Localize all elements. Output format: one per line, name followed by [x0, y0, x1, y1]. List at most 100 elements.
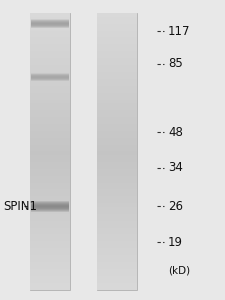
Polygon shape — [97, 158, 137, 162]
Polygon shape — [97, 152, 137, 155]
Polygon shape — [97, 44, 137, 48]
Polygon shape — [97, 172, 137, 176]
Polygon shape — [30, 89, 70, 93]
Text: 117: 117 — [168, 25, 191, 38]
Polygon shape — [30, 279, 70, 283]
Polygon shape — [30, 214, 70, 217]
Polygon shape — [97, 186, 137, 190]
Polygon shape — [30, 148, 70, 152]
Polygon shape — [97, 193, 137, 196]
Polygon shape — [30, 207, 70, 210]
Text: 26: 26 — [168, 200, 183, 213]
Polygon shape — [97, 117, 137, 120]
Polygon shape — [30, 93, 70, 96]
Polygon shape — [30, 276, 70, 279]
Polygon shape — [30, 241, 70, 245]
Polygon shape — [97, 252, 137, 255]
Polygon shape — [97, 231, 137, 234]
Polygon shape — [30, 272, 70, 276]
Polygon shape — [30, 176, 70, 179]
Polygon shape — [97, 110, 137, 113]
Polygon shape — [97, 17, 137, 20]
Polygon shape — [97, 155, 137, 158]
Polygon shape — [30, 203, 70, 207]
Polygon shape — [30, 13, 70, 17]
Polygon shape — [97, 245, 137, 248]
Polygon shape — [30, 96, 70, 100]
Polygon shape — [30, 200, 70, 203]
Polygon shape — [30, 113, 70, 117]
Polygon shape — [30, 38, 70, 41]
Polygon shape — [97, 93, 137, 96]
Polygon shape — [30, 62, 70, 65]
Polygon shape — [30, 155, 70, 158]
Polygon shape — [30, 127, 70, 131]
Polygon shape — [97, 82, 137, 86]
Polygon shape — [97, 48, 137, 51]
Polygon shape — [30, 186, 70, 190]
Polygon shape — [30, 234, 70, 238]
Polygon shape — [97, 124, 137, 127]
Polygon shape — [30, 220, 70, 224]
Polygon shape — [30, 117, 70, 120]
Polygon shape — [97, 106, 137, 110]
Polygon shape — [30, 269, 70, 272]
Polygon shape — [30, 165, 70, 169]
Polygon shape — [30, 227, 70, 231]
Polygon shape — [97, 259, 137, 262]
Polygon shape — [30, 252, 70, 255]
Polygon shape — [97, 69, 137, 72]
Polygon shape — [30, 82, 70, 86]
Polygon shape — [97, 145, 137, 148]
Polygon shape — [97, 272, 137, 276]
Polygon shape — [97, 200, 137, 203]
Polygon shape — [97, 27, 137, 31]
Polygon shape — [30, 120, 70, 124]
Polygon shape — [97, 41, 137, 44]
Polygon shape — [97, 131, 137, 134]
Polygon shape — [30, 196, 70, 200]
Polygon shape — [97, 190, 137, 193]
Polygon shape — [30, 231, 70, 234]
Polygon shape — [30, 183, 70, 186]
Polygon shape — [30, 27, 70, 31]
Polygon shape — [97, 127, 137, 131]
Polygon shape — [30, 138, 70, 141]
Polygon shape — [97, 279, 137, 283]
Polygon shape — [97, 165, 137, 169]
Polygon shape — [30, 152, 70, 155]
Polygon shape — [97, 183, 137, 186]
Polygon shape — [30, 24, 70, 27]
Polygon shape — [97, 203, 137, 207]
Polygon shape — [97, 262, 137, 266]
Polygon shape — [30, 210, 70, 214]
Polygon shape — [30, 255, 70, 259]
Polygon shape — [97, 179, 137, 183]
Polygon shape — [97, 20, 137, 24]
Polygon shape — [97, 138, 137, 141]
Polygon shape — [97, 141, 137, 145]
Polygon shape — [97, 276, 137, 279]
Polygon shape — [97, 224, 137, 227]
Polygon shape — [30, 44, 70, 48]
Polygon shape — [97, 96, 137, 100]
Polygon shape — [30, 124, 70, 127]
Polygon shape — [97, 217, 137, 220]
Polygon shape — [30, 259, 70, 262]
Bar — [30, 13, 70, 290]
Text: SPIN1: SPIN1 — [4, 200, 38, 213]
Polygon shape — [97, 103, 137, 106]
Polygon shape — [97, 51, 137, 55]
Text: 19: 19 — [168, 236, 183, 249]
Polygon shape — [97, 248, 137, 252]
Text: 48: 48 — [168, 126, 183, 139]
Polygon shape — [30, 190, 70, 193]
Polygon shape — [97, 58, 137, 62]
Polygon shape — [30, 34, 70, 38]
Text: (kD): (kD) — [168, 266, 190, 275]
Polygon shape — [30, 86, 70, 89]
Polygon shape — [30, 72, 70, 76]
Polygon shape — [97, 238, 137, 241]
Polygon shape — [97, 210, 137, 214]
Polygon shape — [30, 100, 70, 103]
